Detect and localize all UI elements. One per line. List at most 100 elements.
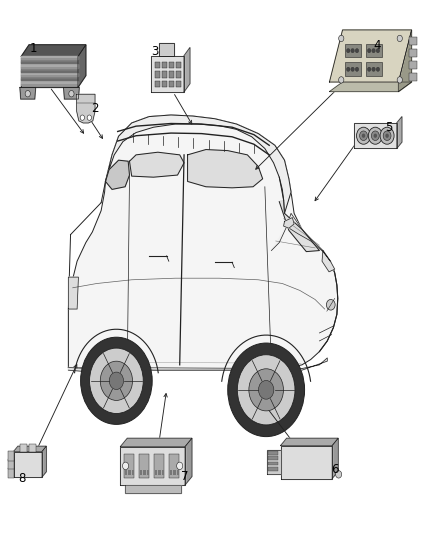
Circle shape — [346, 49, 350, 53]
Polygon shape — [106, 115, 291, 213]
Bar — [162, 62, 167, 68]
Polygon shape — [329, 30, 412, 82]
Circle shape — [339, 35, 344, 42]
Circle shape — [81, 337, 152, 424]
Bar — [410, 49, 417, 58]
Circle shape — [228, 343, 304, 437]
Polygon shape — [20, 87, 35, 99]
Circle shape — [351, 49, 354, 53]
Circle shape — [397, 35, 403, 42]
Bar — [155, 62, 160, 68]
Bar — [155, 71, 160, 78]
Circle shape — [360, 131, 367, 141]
Circle shape — [397, 77, 403, 83]
Bar — [8, 459, 14, 469]
Circle shape — [258, 381, 274, 399]
Polygon shape — [14, 446, 46, 451]
Bar — [154, 454, 164, 478]
Polygon shape — [267, 450, 281, 474]
Polygon shape — [130, 152, 184, 177]
Bar — [366, 62, 382, 76]
Bar — [147, 470, 149, 475]
Circle shape — [351, 67, 354, 71]
Polygon shape — [281, 438, 338, 446]
Polygon shape — [77, 94, 95, 123]
Text: 2: 2 — [91, 102, 98, 115]
Polygon shape — [42, 446, 46, 477]
Circle shape — [383, 131, 391, 141]
Polygon shape — [21, 69, 78, 72]
Circle shape — [100, 361, 133, 400]
Circle shape — [237, 355, 295, 425]
Polygon shape — [68, 115, 338, 370]
Circle shape — [177, 462, 183, 470]
Text: 1: 1 — [30, 42, 37, 55]
Circle shape — [368, 127, 382, 144]
Circle shape — [374, 134, 377, 138]
Bar — [410, 61, 417, 69]
Bar — [140, 470, 142, 475]
Bar — [28, 444, 35, 451]
Polygon shape — [329, 82, 412, 92]
Bar — [162, 470, 164, 475]
Bar — [176, 71, 181, 78]
Circle shape — [69, 91, 74, 97]
Bar — [268, 451, 278, 455]
Bar — [169, 81, 174, 87]
Polygon shape — [281, 446, 332, 479]
Bar — [132, 470, 134, 475]
Circle shape — [346, 67, 350, 71]
Bar — [169, 71, 174, 78]
Polygon shape — [21, 73, 78, 76]
Bar — [139, 454, 149, 478]
Polygon shape — [14, 451, 42, 477]
Bar — [158, 470, 161, 475]
Text: 7: 7 — [181, 470, 189, 483]
Polygon shape — [21, 56, 78, 59]
Circle shape — [109, 372, 124, 390]
Bar — [155, 81, 160, 87]
Bar — [268, 462, 278, 465]
Bar — [177, 470, 179, 475]
Bar — [169, 62, 174, 68]
Polygon shape — [68, 277, 78, 309]
Circle shape — [367, 49, 371, 53]
Circle shape — [249, 369, 283, 411]
Circle shape — [326, 300, 335, 310]
Polygon shape — [399, 30, 412, 92]
Polygon shape — [120, 438, 192, 447]
Circle shape — [376, 49, 380, 53]
Circle shape — [372, 67, 375, 71]
Circle shape — [336, 471, 342, 478]
Bar — [169, 454, 179, 478]
Polygon shape — [120, 447, 185, 485]
Polygon shape — [21, 60, 78, 63]
Polygon shape — [125, 485, 180, 493]
Circle shape — [362, 134, 365, 138]
Polygon shape — [354, 123, 397, 149]
Bar — [162, 71, 167, 78]
Circle shape — [89, 348, 143, 414]
Circle shape — [380, 127, 394, 144]
Bar — [8, 468, 14, 478]
Circle shape — [357, 127, 371, 144]
Circle shape — [123, 462, 129, 470]
Text: 5: 5 — [385, 120, 392, 134]
Polygon shape — [302, 358, 327, 370]
Text: 6: 6 — [331, 463, 339, 476]
Circle shape — [355, 49, 359, 53]
Polygon shape — [106, 160, 130, 189]
Bar — [345, 44, 361, 57]
Polygon shape — [184, 47, 190, 92]
Polygon shape — [21, 45, 86, 56]
Polygon shape — [185, 438, 192, 485]
Polygon shape — [68, 368, 88, 372]
Bar — [176, 62, 181, 68]
Circle shape — [367, 67, 371, 71]
Circle shape — [385, 134, 389, 138]
Polygon shape — [64, 87, 79, 99]
Bar — [268, 467, 278, 471]
Circle shape — [355, 67, 359, 71]
Polygon shape — [21, 82, 78, 85]
Polygon shape — [397, 117, 402, 149]
